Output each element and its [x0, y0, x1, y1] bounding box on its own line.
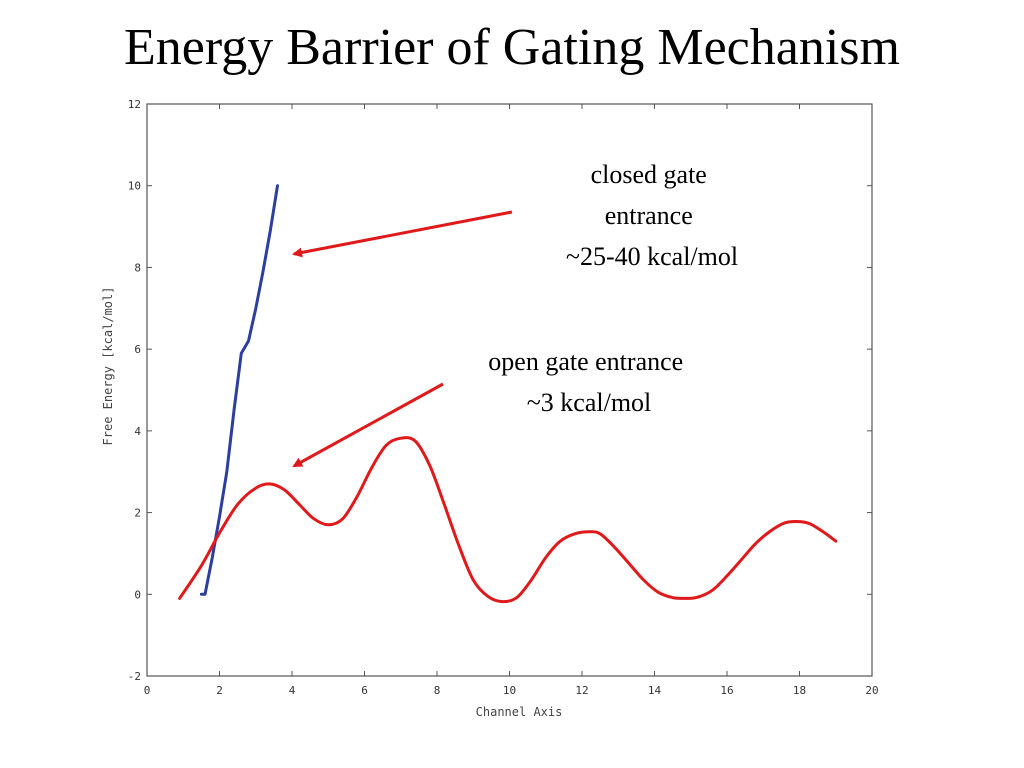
x-tick-label: 18	[793, 684, 806, 697]
open-annotation-line-2: ~3 kcal/mol	[527, 388, 652, 417]
y-tick-label: 10	[128, 180, 141, 193]
closed-gate-series-line	[199, 184, 279, 596]
open-annotation-line-1: open gate entrance	[488, 347, 683, 376]
open-gate-series-line	[178, 436, 838, 604]
plot-area-frame	[146, 103, 873, 677]
closed-annotation-line-3: ~25-40 kcal/mol	[566, 242, 738, 271]
open-gate-arrow	[292, 382, 444, 468]
y-tick-label: 4	[134, 425, 141, 438]
x-tick-label: 14	[648, 684, 662, 697]
x-tick-label: 8	[434, 684, 441, 697]
x-tick-label: 12	[575, 684, 588, 697]
closed-gate-annotation: closed gate entrance ~25-40 kcal/mol	[292, 160, 738, 271]
x-tick-label: 16	[720, 684, 733, 697]
y-tick-label: 8	[134, 261, 141, 274]
y-tick-label: 6	[134, 343, 141, 356]
x-tick-label: 6	[361, 684, 368, 697]
open-gate-annotation: open gate entrance ~3 kcal/mol	[292, 347, 689, 468]
y-tick-label: 2	[134, 507, 141, 520]
closed-annotation-line-1: closed gate	[591, 160, 707, 189]
svg-text:open gate entrance ~3 kc: open gate entrance ~3 kcal/mol	[488, 347, 689, 417]
y-axis-label: Free Energy [kcal/mol]	[101, 287, 115, 446]
x-tick-label: 20	[865, 684, 878, 697]
x-tick-label: 0	[144, 684, 151, 697]
y-tick-label: 0	[134, 588, 141, 601]
svg-text:closed gate entrance: closed gate entrance ~25-40 kcal/mol	[566, 160, 738, 271]
closed-gate-arrow	[292, 210, 513, 258]
x-tick-label: 10	[503, 684, 516, 697]
closed-annotation-line-2: entrance	[605, 201, 693, 230]
x-axis-label: Channel Axis	[476, 705, 563, 719]
y-tick-label: -2	[128, 670, 141, 683]
x-tick-label: 2	[216, 684, 223, 697]
slide-title: Energy Barrier of Gating Mechanism	[124, 19, 900, 76]
x-tick-label: 4	[289, 684, 296, 697]
y-tick-label: 12	[128, 98, 141, 111]
